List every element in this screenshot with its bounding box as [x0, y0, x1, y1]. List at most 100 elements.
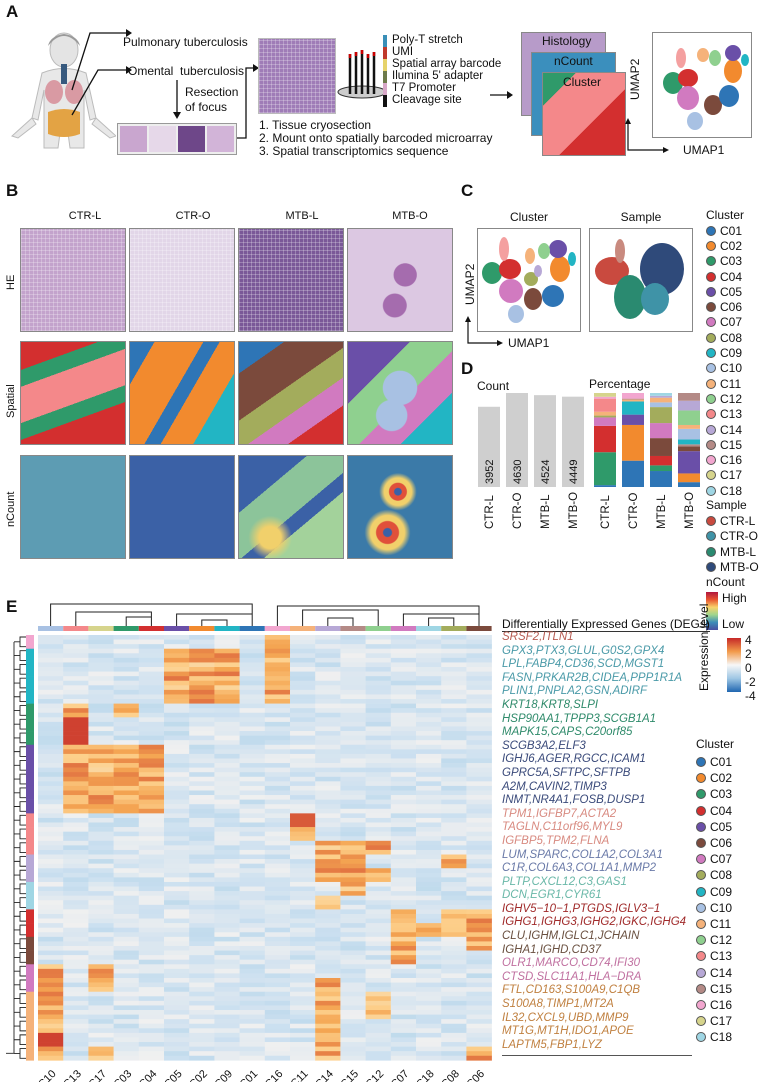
heatmap-cell: [88, 776, 114, 782]
heatmap-cell: [189, 680, 215, 686]
heat-legend-cluster-c17: C17: [696, 1013, 732, 1029]
heatmap-cell: [416, 694, 442, 700]
expression-level-label: Expression level: [697, 603, 711, 691]
heatmap-cell: [264, 863, 291, 869]
heatmap-cell: [290, 1005, 316, 1011]
heatmap-cell: [390, 731, 417, 736]
legend-label: C07: [710, 852, 733, 867]
heatmap-cell: [315, 923, 341, 928]
heatmap-cell: [264, 982, 291, 988]
heatmap-cell: [390, 676, 417, 682]
heatmap-cell: [466, 877, 492, 883]
count-category-label: MTB-L: [540, 494, 552, 529]
heatmap-cell: [63, 744, 89, 750]
heatmap-cell: [164, 721, 190, 727]
heatmap-cell: [466, 1000, 492, 1006]
count-bar: [562, 396, 584, 487]
heatmap-cell: [264, 639, 291, 645]
heatmap-cell: [38, 735, 64, 741]
heatmap-cell: [315, 1019, 341, 1025]
heatmap-cell: [390, 735, 417, 741]
heatmap-cell: [264, 671, 291, 677]
heatmap-cell: [189, 648, 215, 654]
heatmap-cell: [88, 877, 114, 883]
heatmap-cell: [239, 923, 266, 928]
spatial-ctr-l: [20, 341, 126, 445]
heatmap-cell: [466, 1005, 492, 1011]
legend-label: C01: [710, 755, 733, 770]
heatmap-cell: [189, 776, 215, 782]
column-annotation: [365, 626, 391, 631]
heatmap-cell: [138, 1042, 165, 1047]
percentage-category-label: CTR-L: [600, 495, 612, 529]
expression-colorbar-ticks: 4 2 0 -2 -4: [745, 633, 756, 703]
heatmap-cell: [390, 763, 417, 768]
heatmap-cell: [365, 671, 392, 677]
heatmap-cell: [88, 968, 114, 974]
heatmap-cell: [416, 968, 442, 974]
heatmap-cell: [214, 854, 240, 860]
heatmap-cell: [264, 772, 291, 778]
heatmap-cell: [365, 1028, 392, 1034]
heatmap-cell: [441, 913, 467, 919]
heatmap-cell: [416, 744, 442, 750]
heatmap-cell: [390, 813, 417, 819]
heatmap-cell: [38, 978, 64, 983]
heatmap-cell: [315, 964, 341, 970]
heatmap-cell: [239, 881, 266, 887]
heatmap-cell: [138, 735, 165, 741]
col-mtb-o: MTB-O: [392, 210, 428, 222]
heatmap-cell: [189, 817, 215, 823]
heatmap-cell: [214, 996, 240, 1002]
heatmap-cell: [113, 923, 140, 928]
heat-legend-cluster-c12: C12: [696, 932, 732, 948]
heatmap-cell: [38, 799, 64, 805]
heatmap-cell: [239, 639, 266, 645]
heatmap-cell: [63, 758, 89, 764]
heatmap-cell: [239, 763, 266, 768]
heatmap-cell: [38, 749, 64, 755]
heatmap-cell: [441, 854, 467, 860]
umap2-label-a: UMAP2: [628, 58, 642, 100]
heatmap-cell: [239, 1010, 266, 1015]
heatmap-cell: [113, 840, 140, 846]
heatmap-cell: [340, 740, 366, 746]
heatmap-cell: [63, 950, 89, 956]
heatmap-cell: [416, 671, 442, 677]
heatmap-cell: [138, 1014, 165, 1020]
heatmap-cell: [264, 721, 291, 727]
heatmap-cell: [390, 662, 417, 668]
heat-legend-cluster-c16: C16: [696, 997, 732, 1013]
heatmap-cell: [466, 968, 492, 974]
heatmap-cell: [164, 1055, 190, 1061]
heatmap-cell: [365, 667, 392, 672]
heatmap-cell: [416, 918, 442, 924]
umap2-label-c: UMAP2: [463, 263, 477, 305]
heatmap-cell: [264, 735, 291, 741]
heatmap-cell: [138, 909, 165, 915]
heatmap-cell: [88, 964, 114, 970]
heatmap-cell: [113, 767, 140, 773]
heatmap-cell: [63, 964, 89, 970]
heatmap-cell: [38, 685, 64, 691]
heatmap-cell: [189, 1046, 215, 1052]
heatmap-cell: [340, 653, 366, 659]
heatmap-cell: [113, 941, 140, 947]
heatmap-cell: [239, 1037, 266, 1043]
heatmap-cell: [138, 799, 165, 805]
heatmap-cell: [38, 817, 64, 823]
heatmap-cell: [466, 904, 492, 910]
heatmap-cell: [315, 959, 341, 965]
row-annotation: [26, 854, 34, 869]
column-label: C17: [86, 1068, 109, 1082]
heatmap-cell: [365, 932, 392, 938]
heatmap-cell: [264, 1019, 291, 1025]
heatmap-cell: [264, 886, 291, 892]
heatmap-cell: [390, 799, 417, 805]
heatmap-cell: [390, 840, 417, 846]
heatmap-cell: [416, 680, 442, 686]
heatmap-cell: [315, 813, 341, 819]
heatmap-cell: [390, 891, 417, 896]
legend-swatch: [696, 983, 706, 994]
heatmap-cell: [214, 785, 240, 791]
